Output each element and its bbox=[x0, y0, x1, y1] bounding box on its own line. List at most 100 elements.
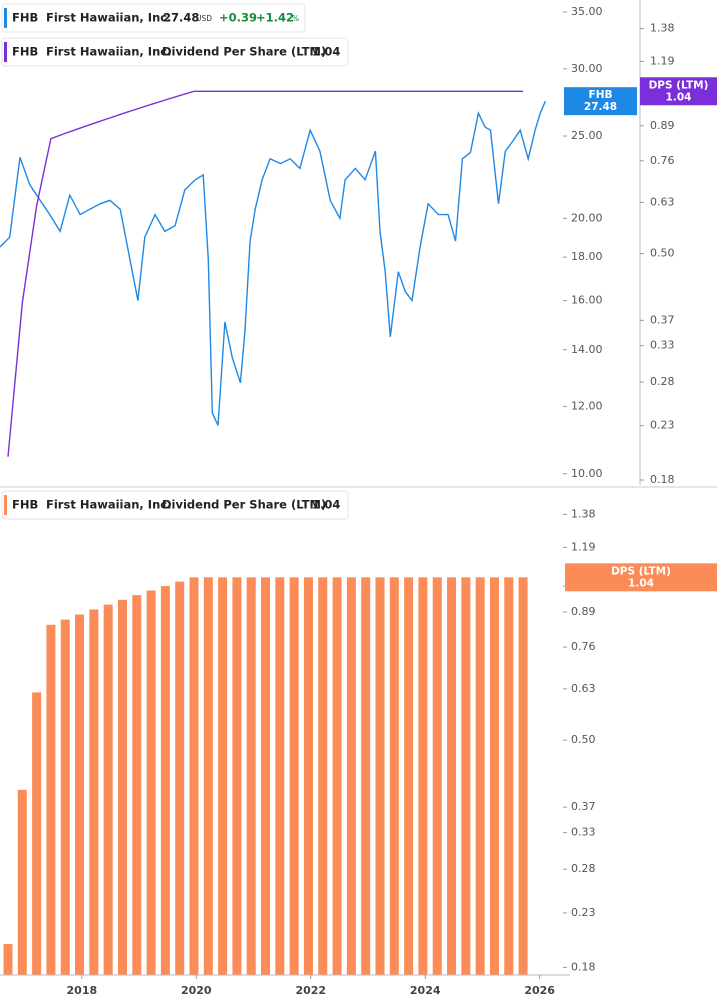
legend-series: Dividend Per Share (LTM) bbox=[162, 45, 326, 59]
legend-box bbox=[1, 490, 349, 520]
legend-company: First Hawaiian, Inc. bbox=[46, 498, 171, 512]
y-tick-label: 0.33 bbox=[571, 826, 596, 839]
line bbox=[0, 100, 547, 426]
bar bbox=[117, 599, 127, 975]
y-tick-label: 25.00 bbox=[571, 129, 603, 142]
x-tick-label: 2022 bbox=[295, 984, 326, 997]
bar bbox=[518, 577, 528, 975]
bar bbox=[261, 577, 271, 975]
y-tick-label: 0.89 bbox=[571, 605, 596, 618]
bar bbox=[418, 577, 428, 975]
bar bbox=[489, 577, 499, 975]
bar bbox=[132, 595, 142, 975]
y-tick-label: 0.18 bbox=[571, 960, 596, 973]
y-tick-label: 0.18 bbox=[650, 473, 675, 486]
legend-value: 1.04 bbox=[312, 45, 340, 59]
y-tick-label: 0.23 bbox=[650, 419, 675, 432]
y-tick-label: 0.50 bbox=[571, 733, 596, 746]
y-tick-label: 20.00 bbox=[571, 211, 603, 224]
y-tick-label: 0.37 bbox=[650, 313, 675, 326]
legend-company: First Hawaiian, Inc. bbox=[46, 11, 171, 25]
bar bbox=[3, 944, 13, 975]
last-value-box bbox=[564, 87, 637, 116]
bar bbox=[289, 577, 299, 975]
legend-ticker: FHB bbox=[12, 45, 38, 59]
line bbox=[7, 90, 524, 457]
y-tick-label: 1.38 bbox=[650, 22, 675, 35]
bar bbox=[75, 614, 85, 975]
bar bbox=[218, 577, 228, 975]
bar bbox=[389, 577, 399, 975]
legend-currency: USD bbox=[196, 14, 212, 23]
last-value: 27.48 bbox=[584, 101, 617, 113]
y-tick-label: 0.28 bbox=[571, 862, 596, 875]
legend-price: 27.48 bbox=[163, 11, 199, 25]
legend-ticker: FHB bbox=[12, 11, 38, 25]
x-tick-label: 2026 bbox=[524, 984, 555, 997]
bar bbox=[203, 577, 213, 975]
last-value-name: DPS (LTM) bbox=[611, 565, 671, 577]
legend-ticker: FHB bbox=[12, 498, 38, 512]
x-tick-label: 2018 bbox=[67, 984, 98, 997]
legend-box bbox=[1, 3, 306, 33]
legend-company: First Hawaiian, Inc. bbox=[46, 45, 171, 59]
x-tick-label: 2024 bbox=[410, 984, 441, 997]
bar bbox=[146, 590, 156, 975]
y-tick-label: 0.76 bbox=[571, 640, 596, 653]
bar bbox=[447, 577, 457, 975]
legend-swatch bbox=[4, 42, 7, 62]
bar bbox=[17, 789, 27, 975]
last-value: 1.04 bbox=[628, 577, 654, 589]
bar bbox=[46, 624, 56, 975]
last-value-name: FHB bbox=[589, 89, 613, 101]
y-tick-label: 0.50 bbox=[650, 247, 675, 260]
bar bbox=[246, 577, 256, 975]
legend-swatch bbox=[4, 8, 7, 28]
bar bbox=[275, 577, 285, 975]
y-tick-label: 1.38 bbox=[571, 507, 596, 520]
overlay-layer: FHB First Hawaiian, Inc. 27.48 USD +0.39… bbox=[1, 3, 717, 592]
last-value: 1.04 bbox=[666, 91, 692, 103]
y-tick-label: 0.63 bbox=[571, 682, 596, 695]
bar bbox=[375, 577, 385, 975]
y-tick-label: 18.00 bbox=[571, 250, 603, 263]
bar bbox=[89, 609, 99, 975]
bar bbox=[103, 604, 113, 975]
y-tick-label: 30.00 bbox=[571, 62, 603, 75]
y-tick-label: 0.37 bbox=[571, 800, 596, 813]
y-tick-label: 0.33 bbox=[650, 339, 675, 352]
y-tick-label: 0.63 bbox=[650, 195, 675, 208]
bar bbox=[404, 577, 414, 975]
y-tick-label: 0.23 bbox=[571, 906, 596, 919]
y-tick-label: 14.00 bbox=[571, 343, 603, 356]
y-tick-label: 1.19 bbox=[650, 54, 675, 67]
y-tick-label: 0.28 bbox=[650, 375, 675, 388]
bar bbox=[461, 577, 471, 975]
y-tick-label: 12.00 bbox=[571, 400, 603, 413]
bar bbox=[32, 692, 42, 975]
last-value-box bbox=[640, 77, 717, 106]
y-tick-label: 16.00 bbox=[571, 294, 603, 307]
bar bbox=[504, 577, 514, 975]
bar bbox=[175, 581, 185, 975]
legend-value: 1.04 bbox=[312, 498, 340, 512]
legend-change: +0.39 bbox=[219, 11, 257, 25]
bar bbox=[160, 586, 170, 975]
bar bbox=[346, 577, 356, 975]
bar bbox=[318, 577, 328, 975]
y-tick-label: 10.00 bbox=[571, 467, 603, 480]
last-value-name: DPS (LTM) bbox=[649, 79, 709, 91]
bar bbox=[475, 577, 485, 975]
bar bbox=[332, 577, 342, 975]
bar bbox=[361, 577, 371, 975]
bar bbox=[432, 577, 442, 975]
legend-swatch bbox=[4, 495, 7, 515]
last-value-box bbox=[565, 563, 717, 592]
legend-change-unit: % bbox=[292, 14, 299, 23]
y-tick-label: 35.00 bbox=[571, 5, 603, 18]
legend-series: Dividend Per Share (LTM) bbox=[162, 498, 326, 512]
y-tick-label: 0.76 bbox=[650, 154, 675, 167]
bar bbox=[303, 577, 313, 975]
y-tick-label: 1.19 bbox=[571, 540, 596, 553]
